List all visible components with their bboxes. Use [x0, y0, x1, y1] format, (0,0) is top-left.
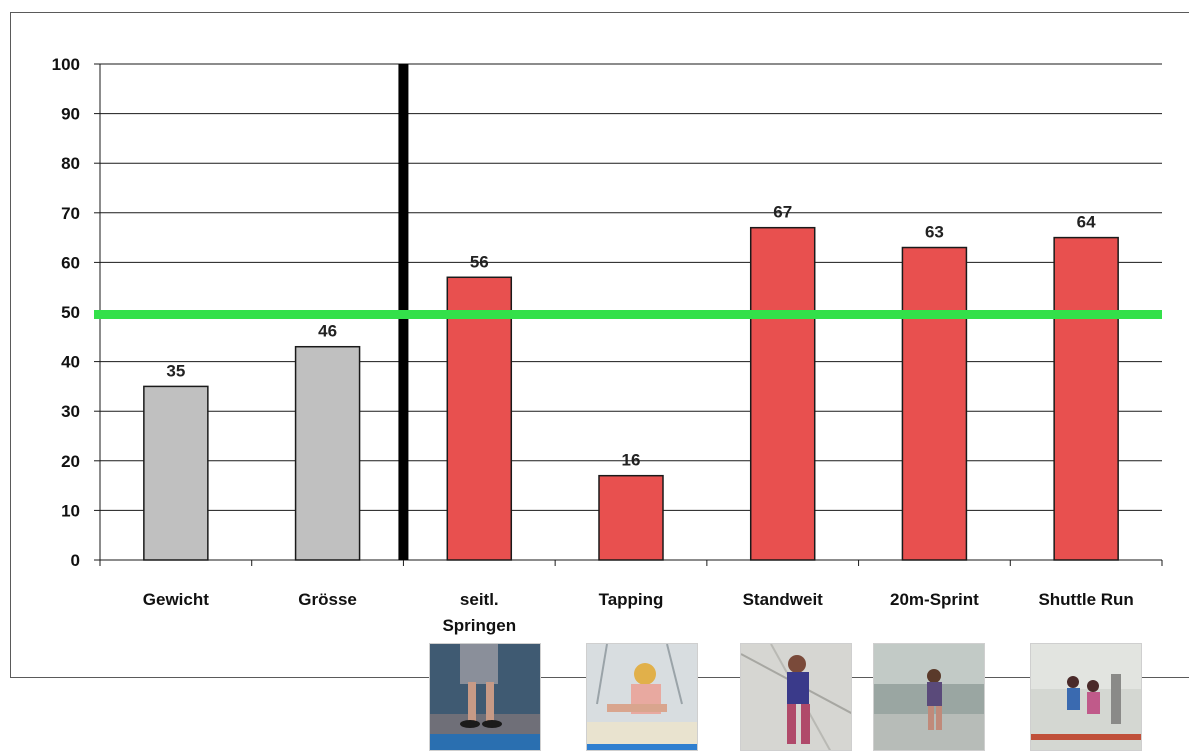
jumping-photo: [429, 643, 541, 751]
shuttle-run-photo: [1030, 643, 1142, 751]
category-label: Tapping: [599, 590, 664, 609]
data-label: 63: [925, 223, 944, 242]
data-label: 64: [1077, 213, 1096, 232]
data-label: 56: [470, 252, 489, 271]
data-label: 46: [318, 322, 337, 341]
bar: [1053, 236, 1119, 561]
category-label: 20m-Sprint: [890, 590, 979, 609]
y-tick-label: 100: [52, 55, 80, 74]
tapping-photo: [586, 643, 698, 751]
y-tick-label: 80: [61, 154, 80, 173]
bar: [901, 246, 968, 561]
data-label: 35: [166, 361, 185, 380]
y-tick-label: 10: [61, 501, 80, 520]
bar: [143, 385, 209, 561]
sprint-photo: [873, 643, 985, 751]
y-tick-label: 70: [61, 204, 80, 223]
category-label: Shuttle Run: [1038, 590, 1133, 609]
bar: [749, 226, 816, 561]
y-tick-label: 40: [61, 353, 80, 372]
category-label: seitl.: [460, 590, 499, 609]
bar: [294, 345, 361, 561]
y-tick-label: 90: [61, 105, 80, 124]
category-label: Springen: [442, 616, 516, 635]
bar: [598, 474, 664, 561]
category-label: Standweit: [743, 590, 824, 609]
y-tick-label: 20: [61, 452, 80, 471]
category-label: Gewicht: [143, 590, 209, 609]
category-label: Grösse: [298, 590, 357, 609]
y-tick-label: 50: [61, 303, 80, 322]
y-tick-label: 0: [71, 551, 80, 570]
data-label: 16: [622, 451, 641, 470]
standing-jump-photo: [740, 643, 852, 751]
y-tick-label: 30: [61, 402, 80, 421]
bar: [446, 276, 513, 561]
data-label: 67: [773, 203, 792, 222]
y-tick-label: 60: [61, 253, 80, 272]
